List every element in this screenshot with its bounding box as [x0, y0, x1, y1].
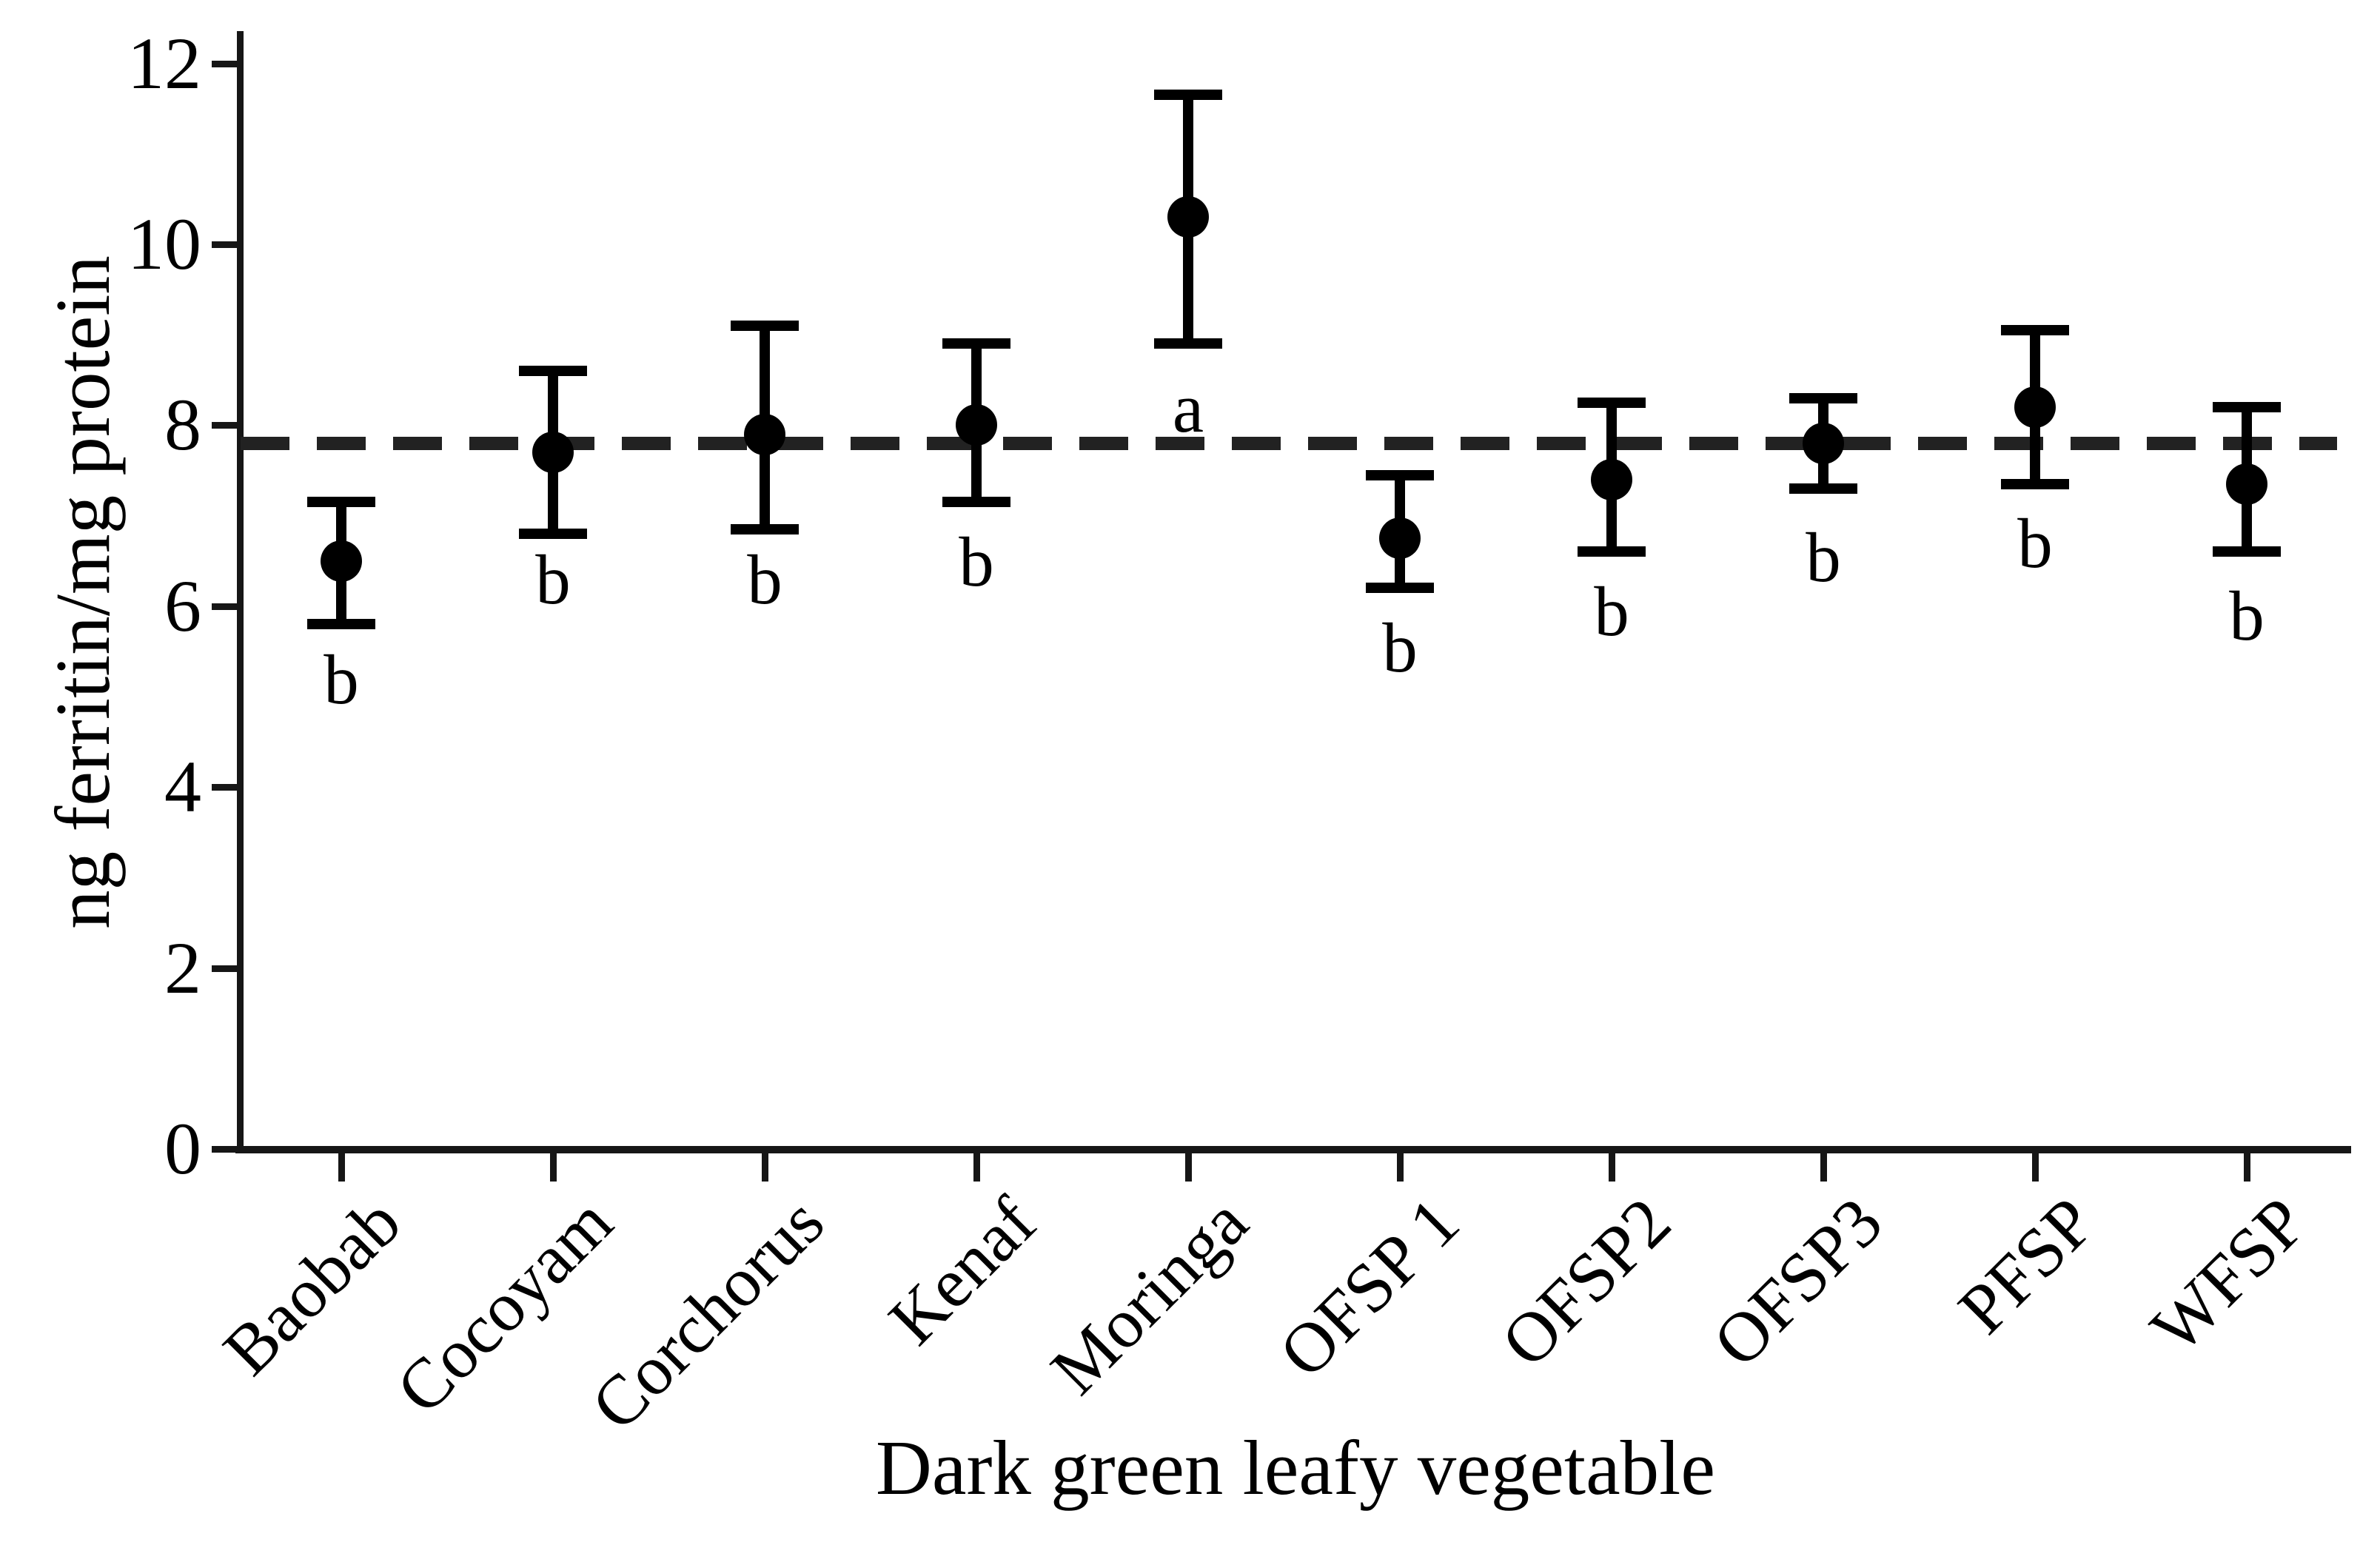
x-category-label: OFSP 1	[1264, 1182, 1475, 1392]
x-category-label: Kenaf	[874, 1182, 1051, 1360]
mean-marker	[1591, 458, 1632, 500]
error-bar-cap-bottom	[731, 523, 799, 534]
x-category-label: WFSP	[2135, 1182, 2322, 1368]
x-category-label: OFSP2	[1486, 1182, 1686, 1382]
y-tick-mark	[212, 60, 237, 67]
x-tick-mark	[762, 1153, 768, 1182]
x-category-label: Baobab	[207, 1182, 416, 1390]
mean-marker	[321, 540, 362, 582]
error-bar-cap-bottom	[1366, 583, 1434, 594]
mean-marker	[1167, 196, 1209, 238]
x-category-label: OFSP3	[1697, 1182, 1898, 1382]
significance-letter: b	[535, 540, 571, 620]
error-bar-cap-bottom	[1154, 338, 1222, 349]
x-tick-mark	[1820, 1153, 1827, 1182]
error-bar-cap-bottom	[1578, 546, 1646, 557]
y-tick-label: 8	[164, 383, 201, 466]
significance-letter: b	[1594, 572, 1629, 651]
significance-letter: b	[2017, 504, 2053, 583]
significance-letter: b	[324, 640, 359, 719]
significance-letter: b	[1382, 608, 1418, 687]
error-bar-cap-bottom	[307, 619, 375, 630]
mean-marker	[1379, 517, 1421, 560]
x-tick-mark	[1609, 1153, 1615, 1182]
y-tick-mark	[212, 1146, 237, 1153]
error-bar-cap-top	[942, 338, 1010, 349]
error-bar-cap-bottom	[942, 497, 1010, 508]
error-bar-cap-bottom	[2001, 478, 2069, 489]
error-bar-cap-top	[731, 320, 799, 331]
significance-letter: a	[1172, 368, 1204, 447]
y-tick-mark	[212, 241, 237, 248]
significance-letter: b	[2229, 577, 2265, 656]
x-tick-mark	[338, 1153, 345, 1182]
error-bar-cap-bottom	[2213, 546, 2281, 557]
x-category-label: PFSP	[1942, 1182, 2110, 1349]
mean-marker	[532, 432, 574, 474]
y-tick-label: 2	[164, 926, 201, 1009]
mean-marker	[956, 404, 997, 446]
error-bar-cap-top	[307, 497, 375, 508]
x-tick-mark	[1185, 1153, 1192, 1182]
x-tick-mark	[973, 1153, 980, 1182]
y-tick-label: 12	[127, 21, 201, 104]
y-tick-mark	[212, 784, 237, 791]
significance-letter: b	[747, 540, 782, 620]
mean-marker	[2014, 386, 2056, 428]
y-tick-label: 4	[164, 745, 201, 828]
x-tick-mark	[550, 1153, 557, 1182]
y-tick-label: 0	[164, 1107, 201, 1190]
x-category-label: Corchorus	[576, 1182, 839, 1445]
y-tick-mark	[212, 965, 237, 972]
error-bar-cap-top	[519, 366, 587, 377]
y-tick-label: 6	[164, 564, 201, 647]
error-bar-cap-top	[2213, 401, 2281, 412]
y-axis-spine	[237, 31, 244, 1153]
mean-marker	[744, 413, 785, 455]
error-bar-cap-top	[1154, 90, 1222, 101]
error-bar-cap-top	[1366, 469, 1434, 480]
y-tick-label: 10	[127, 203, 201, 285]
x-tick-mark	[1397, 1153, 1404, 1182]
y-tick-mark	[212, 422, 237, 429]
error-bar-cap-bottom	[1789, 483, 1857, 494]
x-tick-mark	[2032, 1153, 2039, 1182]
significance-letter: b	[1806, 517, 1841, 597]
mean-marker	[2226, 463, 2267, 505]
significance-letter: b	[959, 522, 994, 601]
x-axis-title: Dark green leafy vegetable	[876, 1424, 1715, 1511]
error-bar-cap-top	[1578, 397, 1646, 408]
x-axis-spine	[235, 1146, 2351, 1153]
x-tick-mark	[2244, 1153, 2250, 1182]
x-category-label: Moringa	[1035, 1182, 1263, 1410]
error-bar-cap-top	[1789, 392, 1857, 403]
mean-marker	[1803, 422, 1844, 464]
error-bar-cap-bottom	[519, 529, 587, 540]
error-bar-cap-top	[2001, 325, 2069, 336]
y-tick-mark	[212, 603, 237, 610]
